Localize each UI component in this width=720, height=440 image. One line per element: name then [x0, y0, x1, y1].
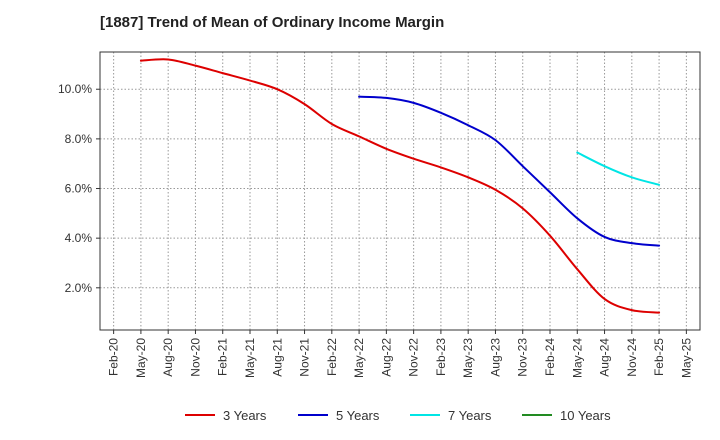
x-tick-label: Feb-21	[216, 338, 230, 376]
x-tick-label: Aug-23	[488, 338, 502, 377]
x-tick-label: Nov-21	[298, 338, 312, 377]
y-tick-label: 4.0%	[65, 231, 93, 245]
chart-title: [1887] Trend of Mean of Ordinary Income …	[100, 14, 445, 31]
x-tick-label: Aug-20	[161, 338, 175, 377]
x-tick-label: Feb-23	[434, 338, 448, 376]
y-tick-label: 6.0%	[65, 182, 93, 196]
legend-label: 5 Years	[336, 408, 380, 423]
x-tick-label: Aug-24	[598, 338, 612, 377]
legend-label: 10 Years	[560, 408, 611, 423]
legend-label: 7 Years	[448, 408, 492, 423]
x-tick-label: Nov-20	[188, 338, 202, 377]
x-tick-label: Feb-20	[107, 338, 121, 376]
x-tick-label: Feb-22	[325, 338, 339, 376]
series-line-1	[139, 58, 661, 314]
x-tick-label: May-22	[352, 338, 366, 378]
x-tick-label: Nov-22	[407, 338, 421, 377]
x-tick-label: May-20	[134, 338, 148, 378]
y-tick-label: 2.0%	[65, 281, 93, 295]
x-tick-label: May-21	[243, 338, 257, 378]
legend-label: 3 Years	[223, 408, 267, 423]
x-tick-label: May-24	[570, 338, 584, 378]
x-tick-label: Nov-24	[625, 338, 639, 377]
x-tick-label: Nov-23	[516, 338, 530, 377]
series-line-2	[358, 95, 661, 247]
x-tick-label: May-23	[461, 338, 475, 378]
x-tick-label: Aug-21	[270, 338, 284, 377]
y-tick-label: 8.0%	[65, 132, 93, 146]
series-line-3	[576, 151, 661, 186]
y-tick-label: 10.0%	[58, 82, 92, 96]
x-tick-label: Feb-25	[652, 338, 666, 376]
plot-frame	[99, 51, 701, 331]
x-tick-label: May-25	[679, 338, 693, 378]
x-tick-label: Aug-22	[379, 338, 393, 377]
x-tick-label: Feb-24	[543, 338, 557, 376]
plot-area	[100, 52, 700, 330]
